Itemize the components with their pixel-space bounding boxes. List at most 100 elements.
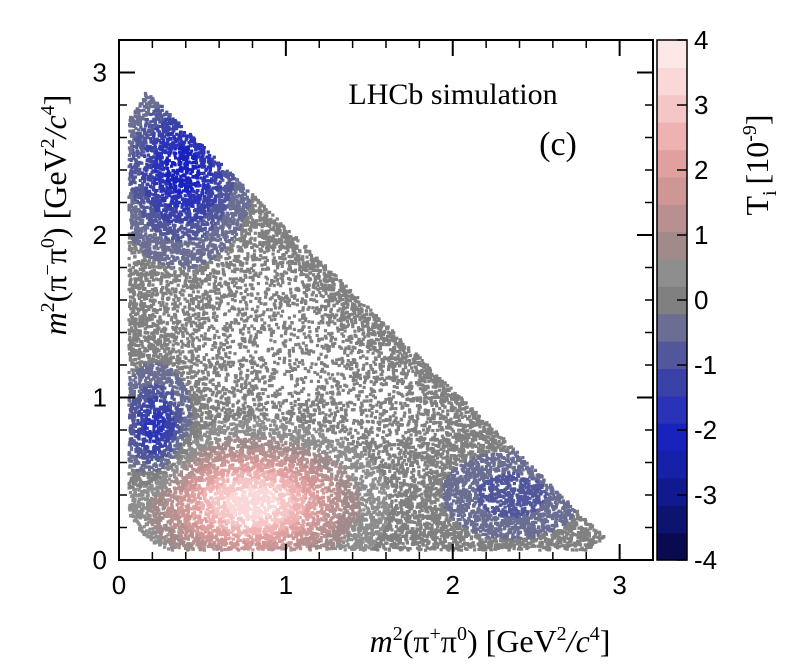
- heatmap-cell: [318, 444, 323, 448]
- heatmap-cell: [151, 283, 155, 287]
- heatmap-cell: [341, 420, 345, 424]
- heatmap-cell: [287, 282, 291, 286]
- heatmap-cell: [223, 237, 228, 241]
- heatmap-cell: [373, 396, 377, 400]
- heatmap-cell: [519, 517, 523, 521]
- heatmap-cell: [236, 543, 240, 547]
- heatmap-cell: [566, 525, 570, 529]
- heatmap-cell: [320, 304, 324, 308]
- heatmap-cell: [232, 432, 236, 436]
- heatmap-cell: [164, 306, 169, 310]
- heatmap-cell: [228, 345, 232, 349]
- heatmap-cell: [260, 443, 264, 447]
- heatmap-cell: [216, 472, 220, 476]
- heatmap-cell: [131, 307, 135, 311]
- heatmap-cell: [332, 286, 336, 290]
- heatmap-cell: [171, 434, 175, 438]
- heatmap-cell: [378, 463, 382, 468]
- heatmap-cell: [250, 203, 254, 207]
- heatmap-cell: [305, 406, 310, 410]
- heatmap-cell: [383, 476, 387, 480]
- heatmap-cell: [161, 320, 165, 324]
- heatmap-cell: [164, 511, 168, 515]
- heatmap-cell: [132, 310, 136, 314]
- heatmap-cell: [281, 292, 285, 296]
- heatmap-cell: [358, 547, 362, 551]
- heatmap-cell: [391, 371, 396, 375]
- heatmap-cell: [359, 536, 363, 541]
- heatmap-cell: [153, 200, 157, 204]
- heatmap-cell: [264, 362, 268, 366]
- heatmap-cell: [494, 527, 498, 531]
- heatmap-cell: [204, 185, 208, 189]
- heatmap-cell: [147, 481, 151, 485]
- heatmap-cell: [167, 492, 171, 496]
- heatmap-cell: [446, 409, 450, 413]
- heatmap-cell: [240, 232, 244, 236]
- heatmap-cell: [272, 371, 276, 376]
- heatmap-cell: [250, 436, 254, 440]
- heatmap-cell: [390, 519, 394, 523]
- heatmap-cell: [208, 464, 212, 468]
- heatmap-cell: [229, 220, 233, 224]
- heatmap-cell: [388, 415, 392, 419]
- heatmap-cell: [287, 500, 291, 504]
- heatmap-cell: [189, 265, 193, 269]
- heatmap-cell: [278, 247, 282, 251]
- heatmap-cell: [257, 418, 261, 422]
- heatmap-cell: [178, 302, 182, 306]
- heatmap-cell: [202, 467, 206, 471]
- heatmap-cell: [227, 180, 231, 184]
- heatmap-cell: [323, 464, 327, 468]
- heatmap-cell: [149, 361, 153, 365]
- heatmap-cell: [295, 382, 299, 386]
- heatmap-cell: [159, 212, 163, 216]
- heatmap-cell: [246, 252, 250, 256]
- heatmap-cell: [139, 125, 143, 129]
- heatmap-cell: [281, 341, 285, 345]
- heatmap-cell: [343, 429, 347, 434]
- heatmap-cell: [200, 527, 204, 531]
- heatmap-cell: [183, 297, 187, 301]
- heatmap-cell: [324, 292, 328, 296]
- heatmap-cell: [161, 424, 165, 428]
- heatmap-cell: [417, 470, 421, 474]
- heatmap-cell: [241, 466, 245, 470]
- heatmap-cell: [366, 326, 370, 330]
- heatmap-cell: [330, 439, 334, 444]
- heatmap-cell: [343, 383, 347, 387]
- heatmap-cell: [322, 515, 326, 519]
- heatmap-cell: [313, 512, 317, 516]
- heatmap-cell: [421, 451, 425, 455]
- heatmap-cell: [374, 314, 378, 318]
- heatmap-cell: [372, 370, 376, 374]
- heatmap-cell: [458, 489, 462, 493]
- heatmap-cell: [138, 267, 142, 272]
- heatmap-cell: [199, 193, 203, 198]
- heatmap-cell: [173, 304, 177, 308]
- heatmap-cell: [302, 434, 306, 438]
- heatmap-cell: [237, 359, 241, 363]
- heatmap-cell: [172, 242, 176, 246]
- heatmap-cell: [453, 537, 457, 541]
- heatmap-cell: [362, 313, 366, 317]
- heatmap-cell: [237, 429, 241, 434]
- heatmap-cell: [426, 510, 430, 514]
- heatmap-cell: [494, 547, 498, 551]
- heatmap-cell: [403, 411, 407, 415]
- heatmap-cell: [570, 543, 574, 547]
- heatmap-cell: [297, 397, 301, 401]
- heatmap-cell: [156, 360, 160, 364]
- heatmap-cell: [300, 280, 304, 284]
- heatmap-cell: [423, 424, 427, 428]
- heatmap-cell: [305, 544, 309, 548]
- heatmap-cell: [134, 127, 138, 131]
- heatmap-cell: [375, 446, 379, 450]
- heatmap-cell: [372, 376, 376, 380]
- heatmap-cell: [225, 181, 229, 186]
- heatmap-cell: [286, 300, 291, 304]
- heatmap-cell: [145, 396, 149, 401]
- heatmap-cell: [162, 402, 167, 406]
- heatmap-cell: [128, 244, 132, 248]
